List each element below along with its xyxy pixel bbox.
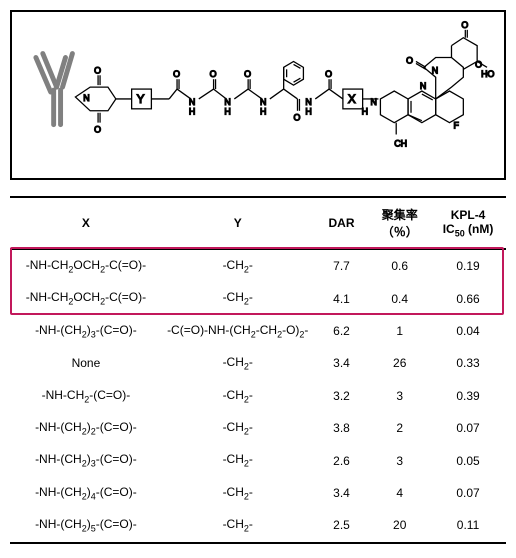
- svg-text:O: O: [210, 69, 217, 79]
- cell-ic50: 0.19: [430, 249, 506, 282]
- header-dar: DAR: [314, 197, 370, 249]
- svg-text:O: O: [173, 69, 180, 79]
- svg-text:N: N: [305, 97, 311, 107]
- cell-x: -NH-CH2OCH2-C(=O)-: [10, 282, 162, 314]
- cell-ic50: 0.66: [430, 282, 506, 314]
- table-row: -NH-(CH2)3-(C=O)--C(=O)-NH-(CH2-CH2-O)2-…: [10, 315, 506, 347]
- cell-agg: 4: [369, 477, 430, 509]
- cell-x: -NH-(CH2)4-(C=O)-: [10, 477, 162, 509]
- table-row: -NH-CH2-(C=O)--CH2-3.230.39: [10, 380, 506, 412]
- data-table-wrap: X Y DAR 聚集率 （％） KPL-4 IC50 (nM) -NH-CH2O…: [10, 196, 506, 544]
- cell-dar: 6.2: [314, 315, 370, 347]
- svg-text:HO: HO: [481, 69, 494, 79]
- cell-y: -CH2-: [162, 282, 314, 314]
- cell-x: -NH-(CH2)3-(C=O)-: [10, 315, 162, 347]
- cell-ic50: 0.11: [430, 509, 506, 542]
- cell-agg: 0.4: [369, 282, 430, 314]
- cell-agg: 26: [369, 347, 430, 379]
- placeholder-x-label: X: [348, 92, 356, 106]
- cell-dar: 2.6: [314, 444, 370, 476]
- cell-dar: 7.7: [314, 249, 370, 282]
- cell-dar: 3.4: [314, 477, 370, 509]
- svg-text:N: N: [83, 93, 89, 103]
- svg-text:H: H: [224, 107, 230, 117]
- molecule-svg: O O N Y O N H O N H O: [18, 18, 498, 172]
- table-row: -NH-(CH2)5-(C=O)--CH2-2.5200.11: [10, 509, 506, 542]
- molecule-diagram: O O N Y O N H O N H O: [10, 10, 506, 180]
- cell-x: -NH-(CH2)5-(C=O)-: [10, 509, 162, 542]
- svg-text:F: F: [453, 121, 459, 131]
- svg-text:O: O: [244, 69, 251, 79]
- cell-ic50: 0.39: [430, 380, 506, 412]
- cell-y: -CH2-: [162, 412, 314, 444]
- svg-text:H: H: [362, 107, 368, 117]
- svg-text:O: O: [294, 113, 301, 123]
- header-x: X: [10, 197, 162, 249]
- table-row: -NH-(CH2)4-(C=O)--CH2-3.440.07: [10, 477, 506, 509]
- svg-text:N: N: [224, 97, 230, 107]
- cell-dar: 3.4: [314, 347, 370, 379]
- placeholder-y-label: Y: [137, 92, 145, 106]
- table-header-row: X Y DAR 聚集率 （％） KPL-4 IC50 (nM): [10, 197, 506, 249]
- svg-text:H: H: [260, 107, 266, 117]
- cell-ic50: 0.07: [430, 412, 506, 444]
- svg-text:O: O: [406, 55, 413, 65]
- cell-dar: 4.1: [314, 282, 370, 314]
- svg-text:O: O: [461, 20, 468, 30]
- cell-ic50: 0.07: [430, 477, 506, 509]
- cell-dar: 3.8: [314, 412, 370, 444]
- cell-ic50: 0.05: [430, 444, 506, 476]
- cell-dar: 2.5: [314, 509, 370, 542]
- cell-x: -NH-CH2-(C=O)-: [10, 380, 162, 412]
- cell-y: -CH2-: [162, 444, 314, 476]
- cell-y: -CH2-: [162, 509, 314, 542]
- table-row: -NH-CH2OCH2-C(=O)--CH2-7.70.60.19: [10, 249, 506, 282]
- svg-text:N: N: [260, 97, 266, 107]
- cell-agg: 3: [369, 380, 430, 412]
- cell-y: -CH2-: [162, 249, 314, 282]
- header-ic50: KPL-4 IC50 (nM): [430, 197, 506, 249]
- svg-text:H: H: [305, 107, 311, 117]
- cell-agg: 3: [369, 444, 430, 476]
- header-y: Y: [162, 197, 314, 249]
- cell-x: -NH-CH2OCH2-C(=O)-: [10, 249, 162, 282]
- svg-text:CH: CH: [394, 138, 407, 148]
- cell-agg: 2: [369, 412, 430, 444]
- cell-x: None: [10, 347, 162, 379]
- svg-text:O: O: [325, 69, 332, 79]
- cell-ic50: 0.04: [430, 315, 506, 347]
- table-row: -NH-(CH2)2-(C=O)--CH2-3.820.07: [10, 412, 506, 444]
- cell-y: -CH2-: [162, 347, 314, 379]
- header-agg: 聚集率 （％）: [369, 197, 430, 249]
- cell-dar: 3.2: [314, 380, 370, 412]
- table-row: None-CH2-3.4260.33: [10, 347, 506, 379]
- cell-y: -CH2-: [162, 477, 314, 509]
- svg-text:N: N: [371, 97, 377, 107]
- svg-text:N: N: [189, 97, 195, 107]
- cell-agg: 20: [369, 509, 430, 542]
- cell-x: -NH-(CH2)3-(C=O)-: [10, 444, 162, 476]
- cell-y: -C(=O)-NH-(CH2-CH2-O)2-: [162, 315, 314, 347]
- cell-agg: 1: [369, 315, 430, 347]
- data-table: X Y DAR 聚集率 （％） KPL-4 IC50 (nM) -NH-CH2O…: [10, 196, 506, 544]
- svg-text:O: O: [94, 125, 101, 135]
- cell-ic50: 0.33: [430, 347, 506, 379]
- svg-text:N: N: [432, 65, 438, 75]
- svg-text:H: H: [189, 107, 195, 117]
- table-row: -NH-(CH2)3-(C=O)--CH2-2.630.05: [10, 444, 506, 476]
- table-row: -NH-CH2OCH2-C(=O)--CH2-4.10.40.66: [10, 282, 506, 314]
- table-body: -NH-CH2OCH2-C(=O)--CH2-7.70.60.19-NH-CH2…: [10, 249, 506, 543]
- cell-y: -CH2-: [162, 380, 314, 412]
- svg-text:N: N: [420, 81, 426, 91]
- svg-text:O: O: [94, 65, 101, 75]
- cell-agg: 0.6: [369, 249, 430, 282]
- cell-x: -NH-(CH2)2-(C=O)-: [10, 412, 162, 444]
